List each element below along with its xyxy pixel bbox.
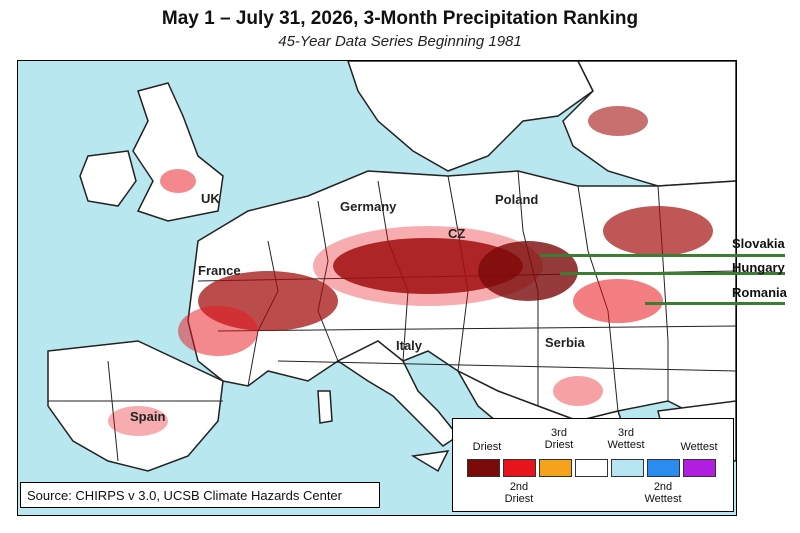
country-label-france: France: [198, 263, 241, 278]
romania-arrow-line: [645, 302, 785, 305]
ireland-land: [79, 150, 137, 207]
hungary-arrow-line: [560, 272, 785, 275]
dry-anomaly-france-west: [178, 306, 258, 356]
sardinia-land: [317, 390, 333, 424]
legend-swatch-3rd-driest: [539, 459, 572, 477]
legend-label-3rd-driest: 3rd Driest: [544, 427, 574, 451]
slovakia-arrow-line: [540, 254, 785, 257]
scandinavia-land: [347, 61, 594, 172]
country-label-spain: Spain: [130, 409, 166, 424]
country-label-poland: Poland: [495, 192, 539, 207]
dry-anomaly-uk: [160, 169, 196, 193]
baltic-land: [562, 61, 736, 187]
country-label-germany: Germany: [340, 199, 397, 214]
map-title: May 1 – July 31, 2026, 3-Month Precipita…: [161, 8, 639, 29]
dry-anomaly-baltic: [588, 106, 648, 136]
legend-swatch-neutral: [575, 459, 608, 477]
legend-swatch-wettest: [683, 459, 716, 477]
map-subtitle: 45-Year Data Series Beginning 1981: [278, 33, 522, 50]
dry-anomaly-hungary: [478, 241, 578, 301]
legend-swatch-3rd-wettest: [611, 459, 644, 477]
source-note: Source: CHIRPS v 3.0, UCSB Climate Hazar…: [20, 482, 380, 508]
country-label-cz: CZ: [448, 226, 466, 241]
uk-land: [132, 82, 224, 222]
iberia-land: [47, 340, 224, 472]
sicily-land: [410, 450, 450, 473]
country-label-italy: Italy: [396, 338, 423, 353]
legend-swatch-2nd-wettest: [647, 459, 680, 477]
legend-label-2nd-wettest: 2nd Wettest: [644, 481, 682, 505]
callout-label-slovakia: Slovakia: [732, 236, 785, 251]
dry-anomaly-central: [333, 238, 523, 294]
callout-label-romania: Romania: [732, 285, 787, 300]
legend-swatch-driest: [467, 459, 500, 477]
country-label-uk: UK: [201, 191, 220, 206]
country-label-serbia: Serbia: [545, 335, 585, 350]
callout-label-hungary: Hungary: [732, 260, 785, 275]
dry-anomaly-spain: [108, 406, 168, 436]
legend: Driest 3rd Driest 3rd Wettest Wettest 2n…: [452, 418, 734, 512]
legend-label-2nd-driest: 2nd Driest: [504, 481, 534, 505]
legend-label-wettest: Wettest: [680, 441, 718, 453]
legend-swatch-2nd-driest: [503, 459, 536, 477]
dry-anomaly-ukraine: [603, 206, 713, 256]
dry-anomaly-balkans: [553, 376, 603, 406]
legend-label-driest: Driest: [472, 441, 502, 453]
legend-label-3rd-wettest: 3rd Wettest: [607, 427, 645, 451]
dry-anomaly-romania: [573, 279, 663, 323]
